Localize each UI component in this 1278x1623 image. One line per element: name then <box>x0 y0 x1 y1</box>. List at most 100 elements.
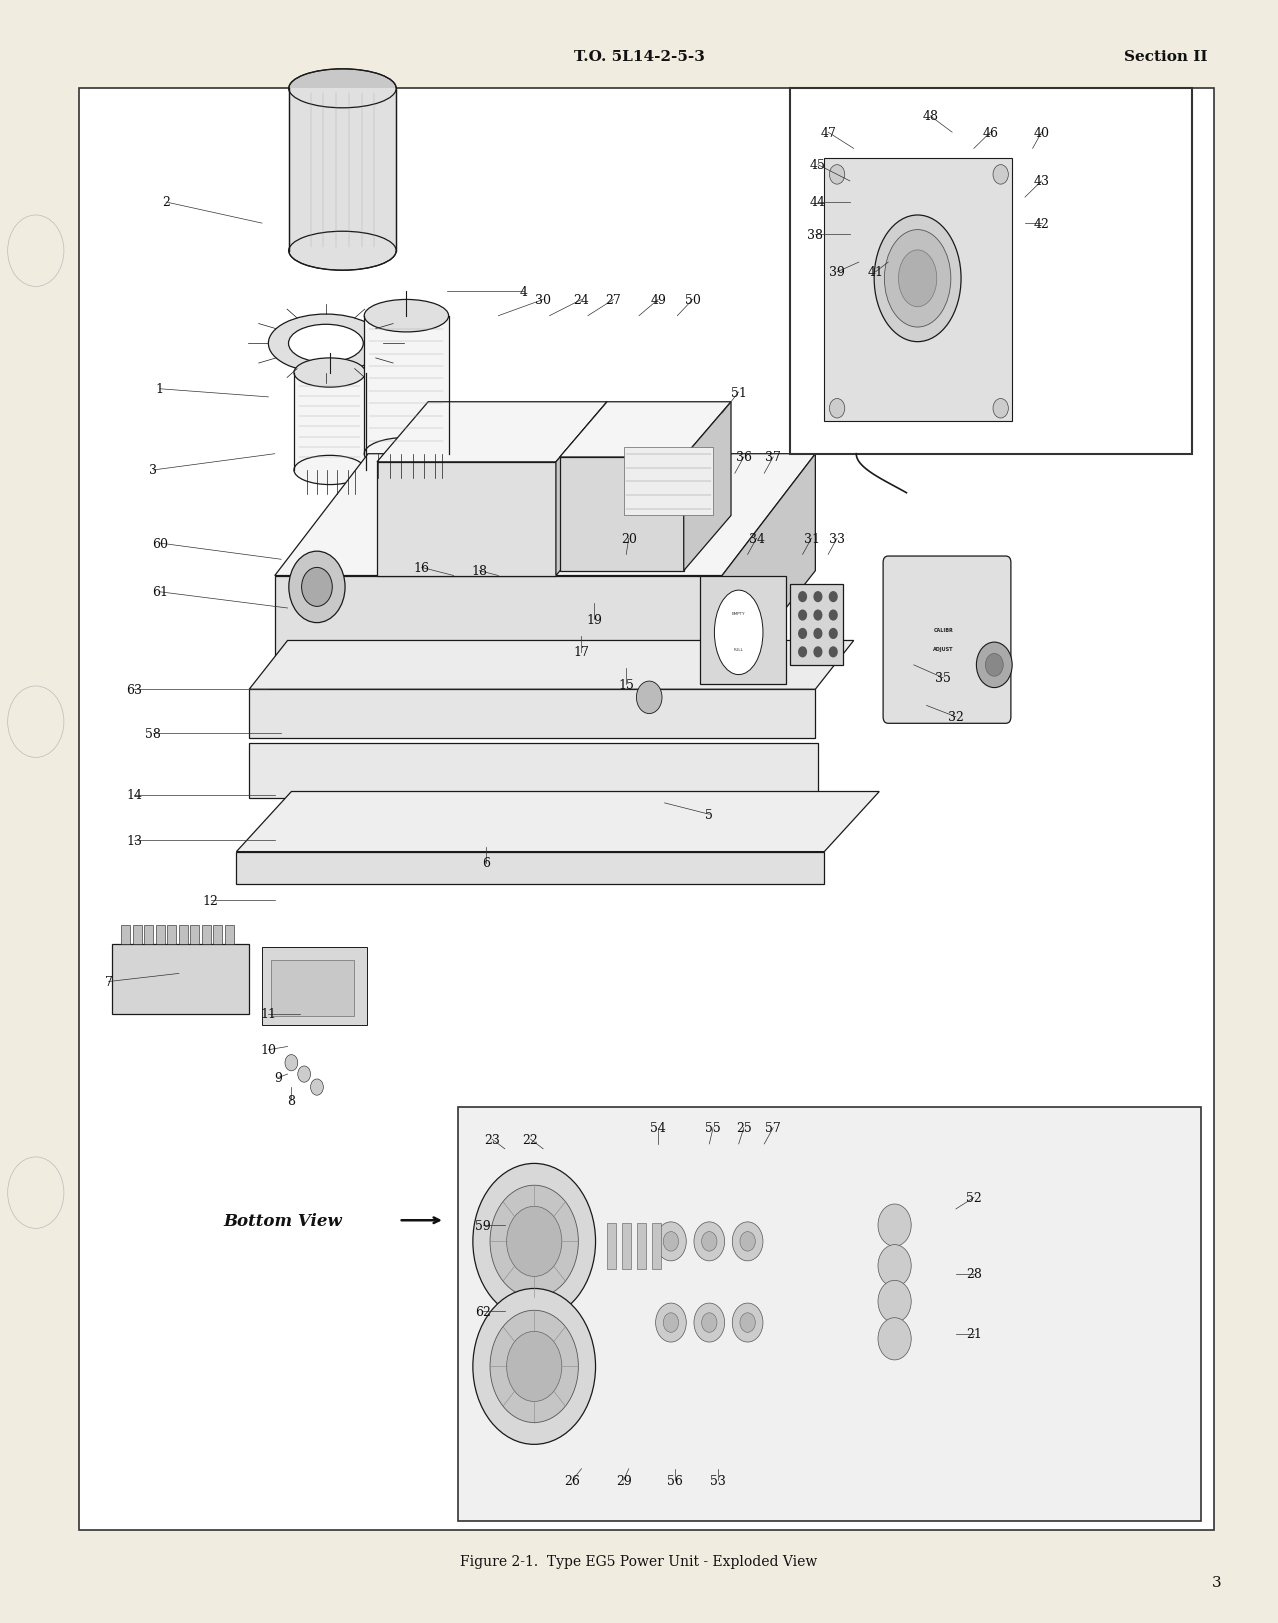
Circle shape <box>8 1157 64 1229</box>
Text: 25: 25 <box>736 1121 751 1134</box>
Polygon shape <box>790 584 843 665</box>
Bar <box>202 925 211 945</box>
Text: 8: 8 <box>288 1094 295 1107</box>
Text: 13: 13 <box>127 834 142 847</box>
Text: 56: 56 <box>667 1474 682 1487</box>
Text: 16: 16 <box>414 562 429 575</box>
Text: 12: 12 <box>203 894 219 907</box>
Text: EMPTY: EMPTY <box>732 612 745 615</box>
Text: 4: 4 <box>520 286 528 299</box>
FancyBboxPatch shape <box>883 557 1011 724</box>
Text: 28: 28 <box>966 1268 982 1281</box>
Polygon shape <box>112 945 249 1014</box>
Text: 14: 14 <box>127 789 142 802</box>
Text: 27: 27 <box>606 294 621 307</box>
Text: 53: 53 <box>711 1474 726 1487</box>
Circle shape <box>993 166 1008 185</box>
Text: 37: 37 <box>766 451 781 464</box>
Circle shape <box>878 1204 911 1246</box>
Circle shape <box>298 1066 311 1083</box>
Text: 20: 20 <box>621 532 636 545</box>
Text: 63: 63 <box>127 683 142 696</box>
Circle shape <box>814 592 822 602</box>
Bar <box>790 89 1192 454</box>
Bar <box>607 1224 616 1269</box>
Text: 3: 3 <box>1212 1576 1222 1589</box>
Text: 23: 23 <box>484 1133 500 1146</box>
Circle shape <box>289 552 345 623</box>
Polygon shape <box>377 403 607 463</box>
Circle shape <box>799 648 806 657</box>
Ellipse shape <box>364 438 449 471</box>
Text: 47: 47 <box>820 127 836 140</box>
Text: 9: 9 <box>275 1071 282 1084</box>
Text: 22: 22 <box>523 1133 538 1146</box>
Polygon shape <box>275 454 815 576</box>
Circle shape <box>829 630 837 639</box>
Text: 61: 61 <box>152 586 167 599</box>
Text: 1: 1 <box>156 383 164 396</box>
Text: 38: 38 <box>808 229 823 242</box>
Bar <box>156 925 165 945</box>
Polygon shape <box>294 373 366 471</box>
Circle shape <box>506 1331 562 1402</box>
Text: 45: 45 <box>810 159 826 172</box>
Text: Section II: Section II <box>1125 50 1208 63</box>
Ellipse shape <box>268 315 383 373</box>
Text: Bottom View: Bottom View <box>224 1212 343 1229</box>
Text: 42: 42 <box>1034 217 1049 230</box>
Bar <box>167 925 176 945</box>
Circle shape <box>702 1232 717 1251</box>
Circle shape <box>694 1222 725 1261</box>
Bar <box>262 948 367 1026</box>
Polygon shape <box>377 463 556 576</box>
Text: CALIBR: CALIBR <box>933 626 953 633</box>
Circle shape <box>656 1303 686 1342</box>
Ellipse shape <box>289 70 396 109</box>
Text: 18: 18 <box>472 565 487 578</box>
Ellipse shape <box>874 216 961 342</box>
Text: 7: 7 <box>105 975 112 988</box>
Circle shape <box>878 1281 911 1323</box>
Ellipse shape <box>294 359 366 388</box>
Polygon shape <box>722 454 815 690</box>
Bar <box>121 925 130 945</box>
Text: 15: 15 <box>619 678 634 691</box>
Text: 51: 51 <box>731 386 746 399</box>
Text: 40: 40 <box>1034 127 1049 140</box>
Ellipse shape <box>364 300 449 333</box>
Text: 57: 57 <box>766 1121 781 1134</box>
Ellipse shape <box>294 456 366 485</box>
Text: 2: 2 <box>162 196 170 209</box>
Text: 43: 43 <box>1034 175 1049 188</box>
Polygon shape <box>249 641 854 690</box>
Circle shape <box>663 1313 679 1332</box>
Circle shape <box>814 610 822 620</box>
Text: 26: 26 <box>565 1474 580 1487</box>
Circle shape <box>976 643 1012 688</box>
Ellipse shape <box>289 325 363 364</box>
Text: 62: 62 <box>475 1305 491 1318</box>
Polygon shape <box>249 743 818 799</box>
Bar <box>458 1107 1201 1521</box>
Circle shape <box>732 1303 763 1342</box>
Circle shape <box>829 592 837 602</box>
Bar <box>622 1224 631 1269</box>
Bar <box>144 925 153 945</box>
Text: 35: 35 <box>935 672 951 685</box>
Text: ADJUST: ADJUST <box>933 646 953 652</box>
Text: 31: 31 <box>804 532 819 545</box>
Text: 24: 24 <box>574 294 589 307</box>
Text: 36: 36 <box>736 451 751 464</box>
Text: 49: 49 <box>651 294 666 307</box>
Circle shape <box>702 1313 717 1332</box>
Circle shape <box>829 610 837 620</box>
Circle shape <box>740 1313 755 1332</box>
Bar <box>133 925 142 945</box>
Text: 54: 54 <box>651 1121 666 1134</box>
Polygon shape <box>289 89 396 252</box>
Text: 55: 55 <box>705 1121 721 1134</box>
Text: Figure 2-1.  Type EG5 Power Unit - Exploded View: Figure 2-1. Type EG5 Power Unit - Explod… <box>460 1555 818 1568</box>
Circle shape <box>656 1222 686 1261</box>
Text: 59: 59 <box>475 1219 491 1232</box>
